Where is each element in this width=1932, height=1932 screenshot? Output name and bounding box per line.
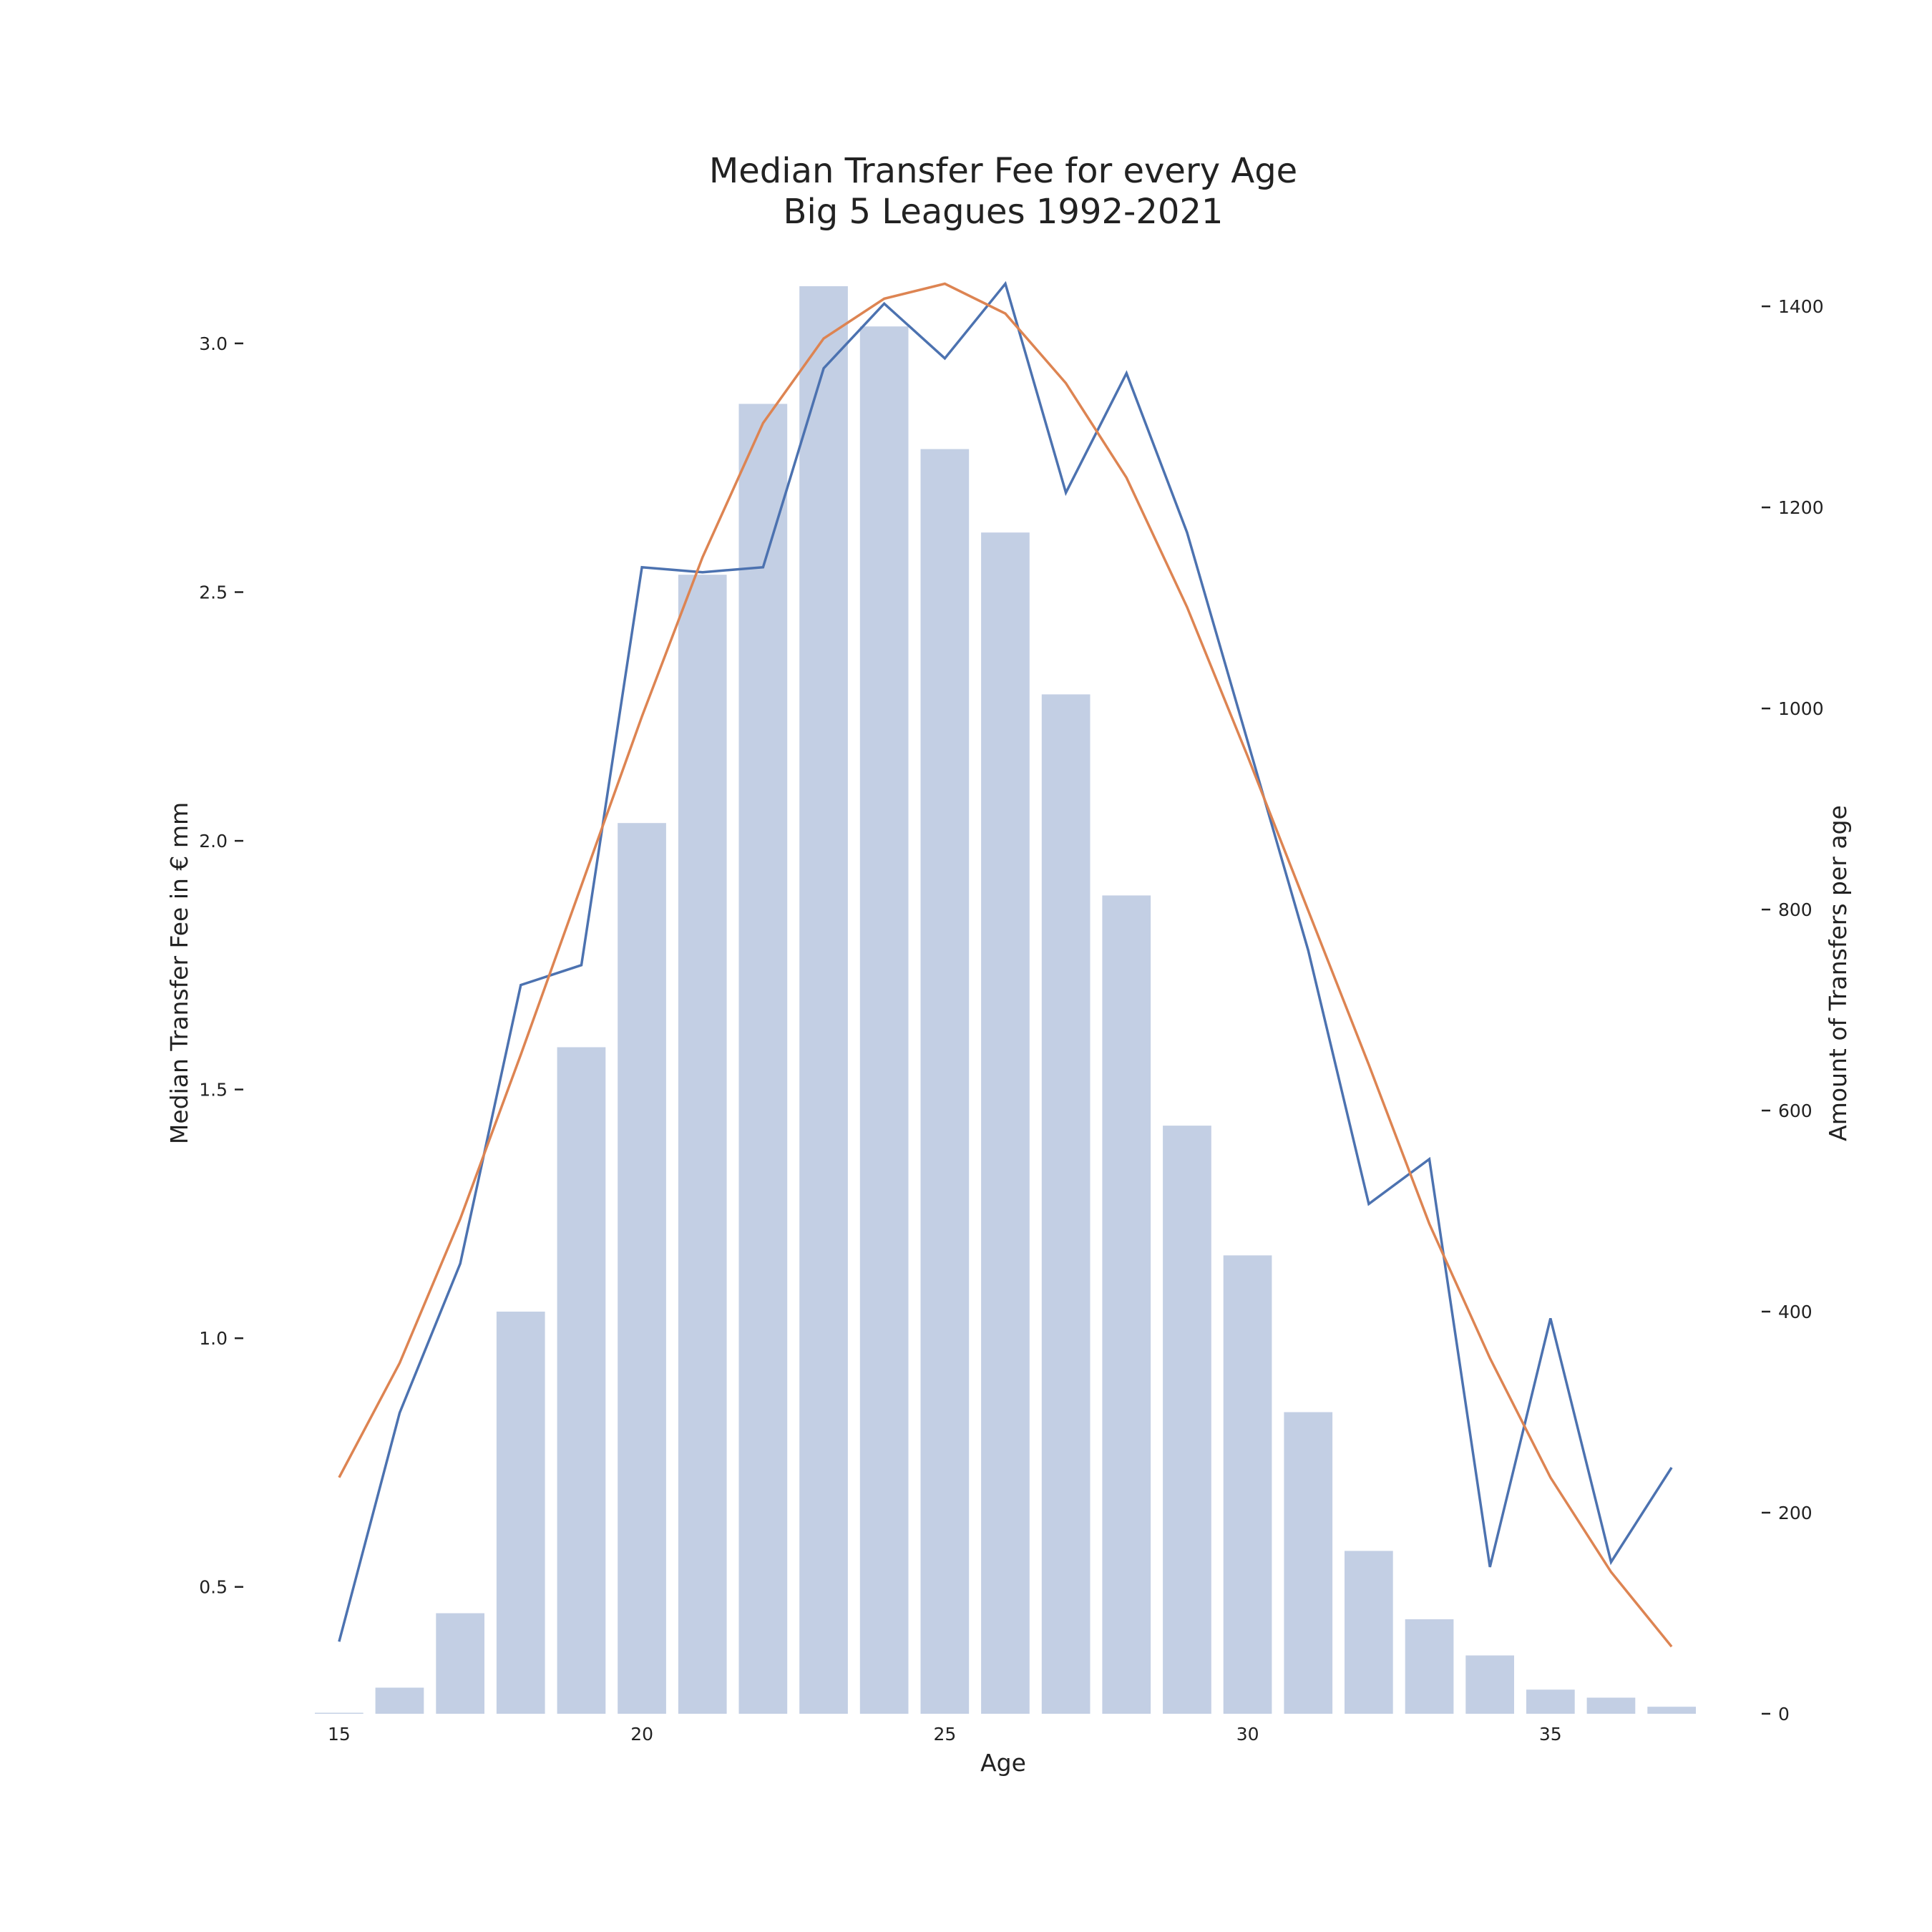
y-left-tick-label-0.5: 0.5 [199,1577,228,1598]
bar-age-25 [920,449,970,1714]
y-axis-label-left: Median Transfer Fee in € mm [165,802,193,1144]
y-right-tick-label-1000: 1000 [1778,698,1824,719]
x-tick-label-20: 20 [630,1724,653,1745]
x-tick-label-25: 25 [933,1724,956,1745]
y-right-tick-label-1200: 1200 [1778,497,1824,518]
line-series-1 [338,280,1673,1642]
bar-age-19 [557,1047,606,1714]
y-right-tick-label-400: 400 [1778,1302,1813,1322]
bar-age-30 [1223,1255,1272,1714]
bar-age-34 [1465,1655,1514,1714]
y-left-tick-label-1.5: 1.5 [199,1080,228,1101]
x-tick-label-30: 30 [1236,1724,1259,1745]
y-left-tick-label-2.5: 2.5 [199,582,228,603]
bar-age-36 [1586,1697,1636,1714]
bar-age-37 [1647,1707,1696,1714]
bar-age-23 [799,286,848,1714]
lines-layer [338,280,1673,1648]
bar-age-32 [1345,1551,1393,1714]
y-right-tick-label-0: 0 [1778,1704,1790,1724]
bar-age-31 [1284,1412,1333,1714]
y-axis-label-right: Amount of Transfers per age [1824,805,1852,1141]
y-right-tick-label-600: 600 [1778,1101,1813,1121]
y-right-tick-label-800: 800 [1778,899,1813,920]
bar-age-20 [618,823,666,1714]
bar-age-15 [315,1712,364,1714]
x-tick-label-35: 35 [1539,1724,1562,1745]
bar-age-29 [1163,1126,1211,1714]
bar-age-22 [738,404,788,1714]
bar-age-24 [859,326,909,1714]
y-right-tick-label-1400: 1400 [1778,296,1824,317]
bar-age-17 [436,1613,484,1714]
y-left-tick-label-2.0: 2.0 [199,831,228,852]
bar-age-35 [1526,1689,1575,1714]
axes-layer: 15 20 25 30 35 0.5 1.0 1.5 2.0 2.5 3.0 0 200 400 600 80… [199,296,1823,1745]
bar-age-21 [678,575,727,1714]
bar-age-26 [981,532,1030,1714]
bars-layer [315,286,1696,1714]
chart-title: Median Transfer Fee for every Age [709,151,1297,191]
y-right-tick-label-200: 200 [1778,1503,1813,1523]
x-tick-label-15: 15 [328,1724,351,1745]
bar-age-28 [1102,895,1151,1714]
y-left-tick-label-1.0: 1.0 [199,1328,228,1349]
bar-age-33 [1405,1619,1454,1714]
chart-subtitle: Big 5 Leagues 1992-2021 [784,192,1224,232]
bar-age-27 [1041,694,1091,1714]
y-left-tick-label-3.0: 3.0 [199,333,228,354]
x-axis-label: Age [980,1749,1026,1777]
bar-age-16 [375,1687,424,1714]
line-series-2 [338,282,1673,1648]
bar-age-18 [496,1312,545,1714]
title-layer: Median Transfer Fee for every Age Big 5 … [709,151,1297,232]
